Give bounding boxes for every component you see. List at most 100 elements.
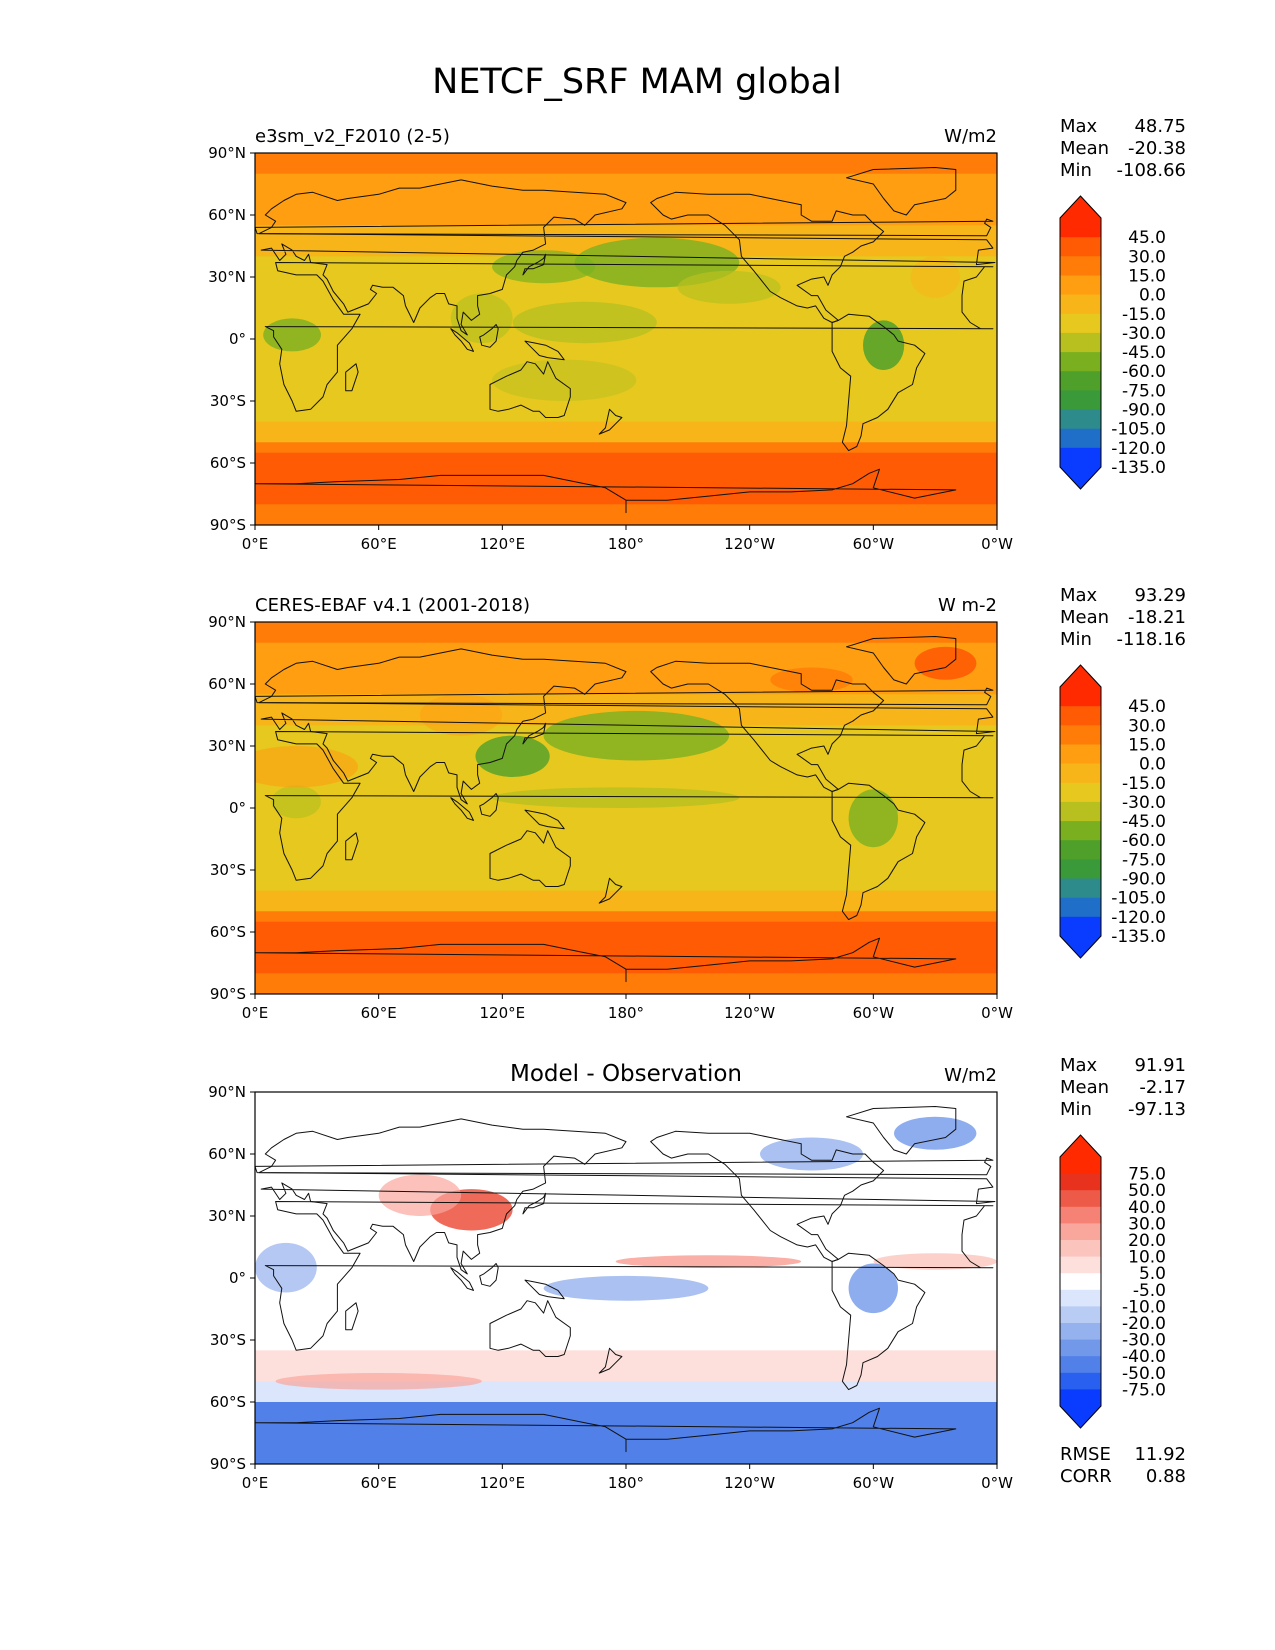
stat-rmse-value: 11.92 — [1134, 1444, 1186, 1465]
panel-units: W/m2 — [944, 126, 997, 147]
colorbar-label: 30.0 — [1128, 716, 1166, 736]
x-tick-label: 0°E — [242, 1474, 269, 1492]
colorbar-label: -75.0 — [1122, 381, 1166, 401]
coastline — [450, 797, 474, 821]
x-tick-label: 180° — [608, 535, 644, 553]
colorbar-label: -15.0 — [1122, 774, 1166, 794]
field-band — [255, 818, 997, 830]
field-feature — [543, 1275, 709, 1301]
colorbar-segment — [1060, 782, 1101, 803]
colorbar-segment — [1060, 1173, 1101, 1191]
field-band — [255, 204, 997, 216]
field-feature — [512, 301, 657, 344]
field-band — [255, 359, 997, 371]
y-tick-label: 30°N — [208, 737, 246, 755]
field-band — [255, 1391, 997, 1403]
y-tick-label: 90°S — [210, 516, 246, 534]
coastline — [258, 1118, 996, 1275]
stat-mean-label: Mean — [1060, 138, 1109, 159]
colorbar-segment — [1060, 763, 1101, 784]
field-band — [255, 828, 997, 840]
field-band — [255, 839, 997, 850]
field-band — [255, 1226, 997, 1238]
y-tick-label: 90°N — [208, 613, 246, 631]
panel-test: e3sm_v2_F2010 (2-5) W/m2 90°N 60°N 30°N 0° 30°… — [208, 116, 1186, 553]
panel-center-title: Model - Observation — [510, 1061, 742, 1087]
field-band — [255, 766, 997, 778]
colorbar-label: -15.0 — [1122, 305, 1166, 325]
colorbar-label: -10.0 — [1122, 1297, 1166, 1317]
panel-units: W m-2 — [938, 595, 997, 616]
colorbar-label: -40.0 — [1122, 1347, 1166, 1367]
x-tick-label: 0°E — [242, 1004, 269, 1022]
coastline — [264, 731, 994, 881]
colorbar-segment — [1060, 1389, 1101, 1407]
colorbar-segment — [1060, 897, 1101, 918]
colorbar-segment — [1060, 256, 1101, 276]
field-band — [255, 1453, 997, 1464]
y-tick-label: 0° — [229, 1269, 246, 1287]
field-band — [255, 1185, 997, 1196]
colorbar-label: 40.0 — [1128, 1198, 1166, 1218]
coastline — [255, 937, 957, 983]
field-band — [255, 859, 997, 871]
field-band — [255, 911, 997, 923]
field-band — [255, 153, 997, 164]
colorbar-segment — [1060, 878, 1101, 899]
field-band — [255, 777, 997, 788]
coastline — [598, 408, 623, 435]
colorbar-max-extend — [1060, 665, 1101, 687]
field-band — [255, 622, 997, 633]
field-band — [255, 173, 997, 185]
colorbar-label: -30.0 — [1122, 324, 1166, 344]
x-tick-label: 60°E — [361, 535, 397, 553]
coastline — [255, 218, 994, 237]
field-band — [255, 1298, 997, 1310]
colorbar: 45.030.015.00.0-15.0-30.0-45.0-60.0-75.0… — [1059, 664, 1166, 959]
field-band — [255, 921, 997, 933]
coastline — [846, 167, 957, 216]
field-band — [255, 870, 997, 881]
field-band — [255, 932, 997, 943]
colorbar-outline — [1059, 1134, 1102, 1429]
field-band — [255, 942, 997, 954]
coastline — [524, 340, 565, 361]
field-band — [255, 756, 997, 768]
x-tick-label: 0°W — [981, 535, 1013, 553]
colorbar-label: 75.0 — [1128, 1165, 1166, 1185]
y-tick-label: 30°S — [210, 861, 246, 879]
coastline — [598, 1347, 623, 1374]
coastline — [479, 1263, 499, 1287]
field-band — [255, 1309, 997, 1320]
stat-mean-value: -18.21 — [1128, 607, 1186, 628]
stat-rmse-label: RMSE — [1060, 1444, 1111, 1465]
field-band — [255, 421, 997, 433]
coastline — [255, 687, 994, 706]
stat-max-label: Max — [1060, 585, 1098, 606]
field-band — [255, 1205, 997, 1217]
colorbar-label: 5.0 — [1139, 1264, 1166, 1284]
field-band — [255, 1174, 997, 1186]
coastline — [258, 179, 996, 336]
stat-corr-value: 0.88 — [1146, 1466, 1186, 1487]
stat-min-value: -118.16 — [1117, 629, 1186, 650]
colorbar-segment — [1060, 801, 1101, 822]
map-reference — [255, 622, 997, 994]
colorbar-label: 20.0 — [1128, 1231, 1166, 1251]
y-tick-label: 60°N — [208, 675, 246, 693]
field-feature — [543, 710, 730, 761]
stat-min-value: -108.66 — [1117, 160, 1186, 181]
field-band — [255, 1143, 997, 1155]
colorbar-segment — [1060, 1240, 1101, 1258]
field-band — [255, 432, 997, 443]
colorbar-segment — [1060, 218, 1101, 238]
coastline — [258, 648, 996, 805]
coastline — [264, 1201, 994, 1351]
field-band — [255, 653, 997, 664]
coastline — [522, 1192, 547, 1215]
field-feature — [450, 293, 513, 344]
coastline — [846, 636, 957, 685]
coastline — [255, 468, 957, 514]
colorbar-label: -75.0 — [1122, 1380, 1166, 1400]
